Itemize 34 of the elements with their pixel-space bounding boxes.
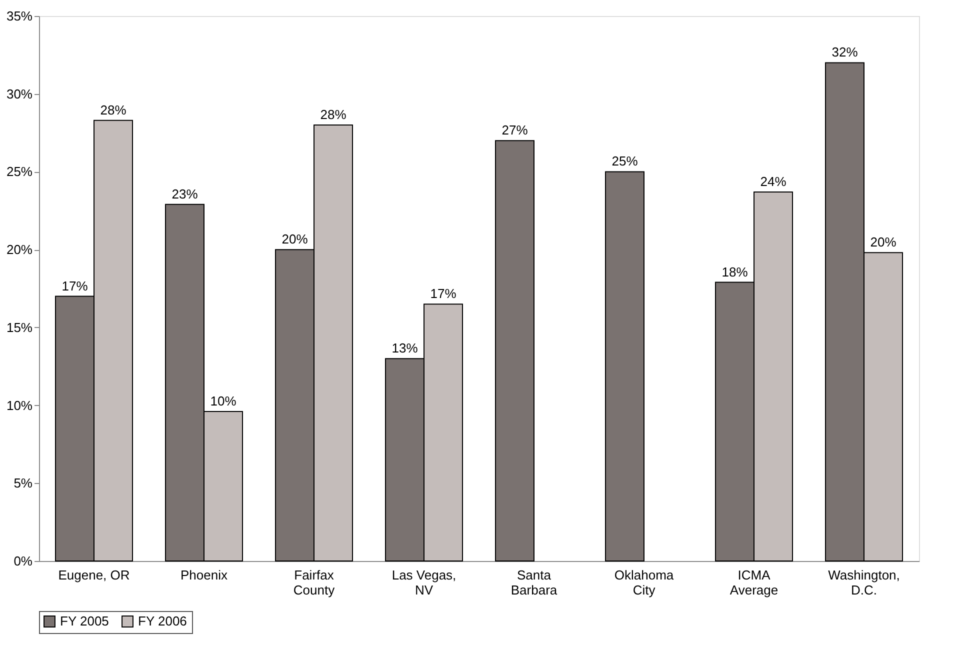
data-label: 32% — [832, 44, 858, 60]
x-tick-label: Phoenix — [180, 568, 228, 582]
data-label: 24% — [760, 174, 787, 189]
bar — [605, 171, 644, 562]
data-label: 28% — [100, 102, 127, 118]
data-label: 17% — [430, 286, 457, 302]
y-tick-label: 15% — [6, 320, 33, 335]
data-label: 20% — [870, 234, 897, 250]
data-label: 17% — [62, 278, 88, 294]
y-tick-label: 5% — [14, 476, 33, 491]
x-tick-label: Fairfax County — [293, 568, 336, 598]
data-label: 28% — [320, 107, 347, 122]
y-tick-label: 35% — [6, 8, 33, 24]
data-label: 20% — [282, 232, 308, 247]
x-tick-label: Oklahoma City — [614, 568, 674, 598]
data-label: 18% — [722, 264, 748, 280]
data-label: 23% — [172, 186, 198, 202]
bar — [495, 140, 534, 562]
legend-label: FY 2005 — [60, 614, 109, 629]
x-tick-label: Las Vegas, NV — [392, 568, 456, 598]
y-tick-label: 10% — [6, 398, 33, 413]
legend-label: FY 2006 — [138, 614, 187, 629]
data-label: 27% — [502, 122, 528, 138]
x-tick-label: Eugene, OR — [58, 568, 130, 582]
y-tick-label: 0% — [14, 554, 33, 568]
x-tick-label: Washington, D.C. — [828, 568, 900, 598]
x-tick-label: ICMA Average — [730, 568, 778, 598]
data-label: 25% — [612, 154, 638, 169]
data-label: 10% — [210, 394, 237, 409]
y-tick-label: 30% — [6, 86, 33, 102]
y-tick-label: 25% — [6, 164, 33, 180]
data-label: 13% — [392, 340, 418, 356]
y-tick-label: 20% — [6, 242, 33, 258]
x-tick-label: Santa Barbara — [510, 568, 558, 598]
